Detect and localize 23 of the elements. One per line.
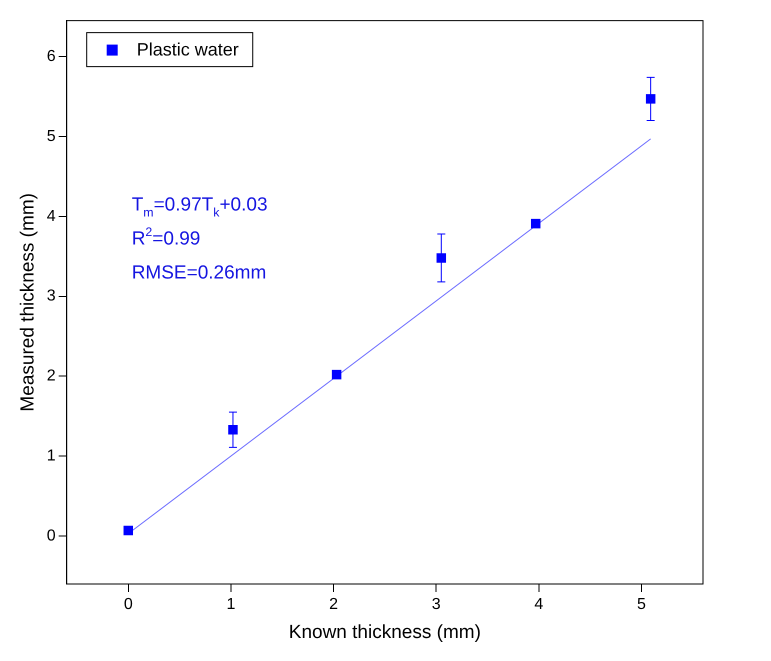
legend-label: Plastic water: [136, 40, 239, 60]
point: [646, 94, 656, 104]
y-tick-label: 1: [46, 448, 56, 465]
point: [436, 253, 446, 263]
y-tick-label: 6: [46, 48, 56, 65]
point: [332, 370, 342, 380]
point: [228, 425, 238, 435]
x-tick-label: 1: [226, 596, 236, 614]
y-tick-label: 2: [46, 368, 56, 385]
y-tick-label: 3: [46, 288, 56, 305]
x-tick-label: 2: [329, 596, 338, 614]
point: [530, 218, 540, 228]
x-tick-label: 3: [432, 596, 441, 614]
y-tick-label: 5: [46, 128, 56, 145]
y-axis-title: Measured thickness (mm): [18, 193, 39, 412]
annotation: RMSE=0.26mm: [132, 262, 266, 284]
x-tick-label: 0: [124, 596, 133, 614]
y-tick-label: 4: [46, 208, 56, 225]
x-tick-label: 5: [636, 596, 646, 614]
point: [124, 526, 134, 536]
y-tick-label: 0: [46, 527, 56, 544]
x-tick-label: 4: [534, 596, 544, 614]
x-axis-title: Known thickness (mm): [288, 622, 481, 643]
